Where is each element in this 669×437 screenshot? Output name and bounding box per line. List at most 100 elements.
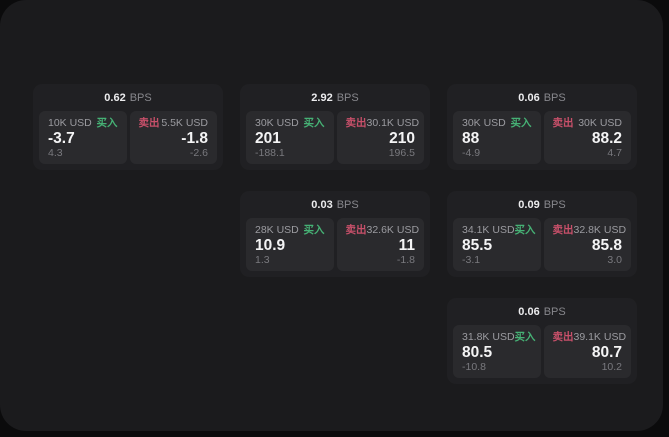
buy-size-label: 10K USD xyxy=(48,117,92,129)
buy-sub-value: -3.1 xyxy=(462,254,481,266)
quote-card: 0.06 BPS 30K USD 买入 88 -4.9 卖出 30K USD 8… xyxy=(447,84,637,170)
sell-side-tag: 卖出 xyxy=(345,224,367,236)
buy-side-tag: 买入 xyxy=(303,224,325,236)
sell-panel-top: 卖出 32.8K USD xyxy=(553,224,627,236)
sell-panel[interactable]: 卖出 30K USD 88.2 4.7 xyxy=(543,111,631,164)
buy-price-value: 85.5 xyxy=(462,236,493,254)
sell-side-tag: 卖出 xyxy=(345,117,367,129)
quote-card: 0.09 BPS 34.1K USD 买入 85.5 -3.1 卖出 32.8K… xyxy=(447,191,637,277)
buy-price-value: 80.5 xyxy=(462,343,493,361)
card-body: 31.8K USD 买入 80.5 -10.8 卖出 39.1K USD 80.… xyxy=(447,325,637,384)
sell-price-value: 80.7 xyxy=(591,343,622,361)
buy-sub-value: -4.9 xyxy=(462,147,481,159)
buy-panel-top: 31.8K USD 买入 xyxy=(462,331,536,343)
buy-size-label: 34.1K USD xyxy=(462,224,515,236)
spread-value: 0.06 xyxy=(518,91,540,104)
card-body: 30K USD 买入 201 -188.1 卖出 30.1K USD 210 1… xyxy=(240,111,430,170)
buy-size-label: 28K USD xyxy=(255,224,299,236)
sell-side-tag: 卖出 xyxy=(138,117,160,129)
buy-panel-top: 28K USD 买入 xyxy=(255,224,325,236)
spread-header: 0.06 BPS xyxy=(447,298,637,325)
sell-size-label: 32.8K USD xyxy=(573,224,627,236)
sell-size-label: 39.1K USD xyxy=(573,331,627,343)
sell-panel-top: 卖出 32.6K USD xyxy=(345,224,420,236)
buy-side-tag: 买入 xyxy=(303,117,325,129)
quote-card: 0.06 BPS 31.8K USD 买入 80.5 -10.8 卖出 39.1… xyxy=(447,298,637,384)
bps-unit-label: BPS xyxy=(543,305,566,318)
sell-price-value: 88.2 xyxy=(591,129,622,147)
sell-size-label: 30.1K USD xyxy=(366,117,420,129)
bps-unit-label: BPS xyxy=(336,198,359,211)
buy-side-tag: 买入 xyxy=(514,224,536,236)
buy-sub-value: -10.8 xyxy=(462,361,486,373)
sell-sub-value: -1.8 xyxy=(396,254,415,266)
buy-panel-top: 10K USD 买入 xyxy=(48,117,118,129)
buy-panel[interactable]: 34.1K USD 买入 85.5 -3.1 xyxy=(453,218,541,271)
sell-panel[interactable]: 卖出 30.1K USD 210 196.5 xyxy=(336,111,424,164)
buy-sub-value: -188.1 xyxy=(255,147,285,159)
buy-price-value: 201 xyxy=(255,129,281,147)
buy-panel[interactable]: 30K USD 买入 88 -4.9 xyxy=(453,111,541,164)
sell-size-label: 5.5K USD xyxy=(161,117,208,129)
buy-panel[interactable]: 10K USD 买入 -3.7 4.3 xyxy=(39,111,127,164)
buy-size-label: 31.8K USD xyxy=(462,331,515,343)
sell-size-label: 32.6K USD xyxy=(366,224,420,236)
quote-card: 0.62 BPS 10K USD 买入 -3.7 4.3 卖出 5.5K USD… xyxy=(33,84,223,170)
quote-cards-grid: 0.62 BPS 10K USD 买入 -3.7 4.3 卖出 5.5K USD… xyxy=(33,84,637,384)
spread-value: 0.03 xyxy=(311,198,333,211)
sell-sub-value: 10.2 xyxy=(601,361,622,373)
sell-price-value: 11 xyxy=(398,236,415,254)
buy-side-tag: 买入 xyxy=(96,117,118,129)
bps-unit-label: BPS xyxy=(543,91,566,104)
sell-panel-top: 卖出 30.1K USD xyxy=(345,117,420,129)
spread-header: 0.62 BPS xyxy=(33,84,223,111)
buy-side-tag: 买入 xyxy=(510,117,532,129)
spread-value: 2.92 xyxy=(311,91,333,104)
sell-sub-value: 4.7 xyxy=(607,147,622,159)
sell-size-label: 30K USD xyxy=(578,117,622,129)
spread-header: 0.03 BPS xyxy=(240,191,430,218)
buy-sub-value: 4.3 xyxy=(48,147,63,159)
buy-panel-top: 34.1K USD 买入 xyxy=(462,224,536,236)
buy-panel[interactable]: 30K USD 买入 201 -188.1 xyxy=(246,111,334,164)
spread-value: 0.09 xyxy=(518,198,540,211)
sell-panel[interactable]: 卖出 5.5K USD -1.8 -2.6 xyxy=(129,111,217,164)
bps-unit-label: BPS xyxy=(543,198,566,211)
sell-panel[interactable]: 卖出 32.6K USD 11 -1.8 xyxy=(336,218,424,271)
sell-sub-value: 3.0 xyxy=(607,254,622,266)
buy-price-value: 88 xyxy=(462,129,480,147)
sell-price-value: 210 xyxy=(389,129,415,147)
spread-value: 0.62 xyxy=(104,91,126,104)
sell-sub-value: 196.5 xyxy=(388,147,415,159)
app-window: 0.62 BPS 10K USD 买入 -3.7 4.3 卖出 5.5K USD… xyxy=(0,0,663,431)
sell-price-value: 85.8 xyxy=(591,236,622,254)
sell-panel[interactable]: 卖出 32.8K USD 85.8 3.0 xyxy=(543,218,631,271)
buy-size-label: 30K USD xyxy=(255,117,299,129)
spread-header: 2.92 BPS xyxy=(240,84,430,111)
spread-value: 0.06 xyxy=(518,305,540,318)
sell-panel-top: 卖出 30K USD xyxy=(553,117,623,129)
spread-header: 0.06 BPS xyxy=(447,84,637,111)
sell-price-value: -1.8 xyxy=(181,129,208,147)
buy-side-tag: 买入 xyxy=(514,331,536,343)
card-body: 30K USD 买入 88 -4.9 卖出 30K USD 88.2 4.7 xyxy=(447,111,637,170)
card-body: 10K USD 买入 -3.7 4.3 卖出 5.5K USD -1.8 -2.… xyxy=(33,111,223,170)
card-body: 28K USD 买入 10.9 1.3 卖出 32.6K USD 11 -1.8 xyxy=(240,218,430,277)
sell-side-tag: 卖出 xyxy=(552,117,574,129)
spread-header: 0.09 BPS xyxy=(447,191,637,218)
sell-sub-value: -2.6 xyxy=(189,147,208,159)
buy-price-value: 10.9 xyxy=(255,236,286,254)
buy-panel[interactable]: 28K USD 买入 10.9 1.3 xyxy=(246,218,334,271)
buy-panel-top: 30K USD 买入 xyxy=(462,117,532,129)
bps-unit-label: BPS xyxy=(129,91,152,104)
quote-card: 0.03 BPS 28K USD 买入 10.9 1.3 卖出 32.6K US… xyxy=(240,191,430,277)
card-body: 34.1K USD 买入 85.5 -3.1 卖出 32.8K USD 85.8… xyxy=(447,218,637,277)
sell-side-tag: 卖出 xyxy=(552,331,574,343)
buy-panel-top: 30K USD 买入 xyxy=(255,117,325,129)
sell-panel-top: 卖出 39.1K USD xyxy=(552,331,627,343)
sell-panel[interactable]: 卖出 39.1K USD 80.7 10.2 xyxy=(543,325,631,378)
buy-panel[interactable]: 31.8K USD 买入 80.5 -10.8 xyxy=(453,325,541,378)
quote-card: 2.92 BPS 30K USD 买入 201 -188.1 卖出 30.1K … xyxy=(240,84,430,170)
buy-price-value: -3.7 xyxy=(48,129,75,147)
buy-sub-value: 1.3 xyxy=(255,254,270,266)
